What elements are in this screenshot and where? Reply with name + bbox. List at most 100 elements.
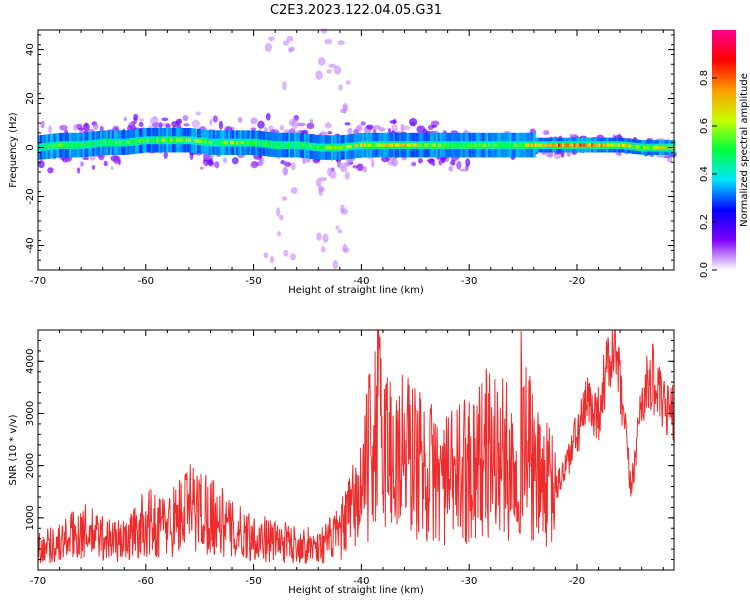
spectrogram-cell: [311, 145, 315, 149]
spectrogram-cell: [125, 140, 129, 145]
spectrogram-cell: [276, 207, 281, 217]
spectrogram-cell: [656, 145, 660, 150]
spectrogram-cell: [480, 143, 484, 147]
spectrogram-cell: [251, 140, 255, 145]
spectrogram-cell: [629, 144, 633, 148]
spectrogram-y-tick-label: 20: [25, 92, 36, 105]
spectrogram-cell: [82, 143, 86, 147]
spectrogram-cell: [93, 123, 99, 130]
spectrogram-cell: [354, 144, 358, 148]
spectrogram-cell: [152, 122, 161, 128]
spectrogram-cell: [411, 161, 417, 167]
spectrogram-cell: [383, 143, 387, 147]
spectrogram-cell: [317, 145, 321, 150]
spectrogram-cell: [45, 144, 49, 149]
spectrogram-cell: [204, 140, 208, 144]
spectrogram-x-tick-label: -70: [30, 276, 46, 287]
spectrogram-cell: [206, 140, 210, 144]
spectrogram-cell: [464, 143, 468, 147]
spectrogram-cell: [195, 111, 201, 116]
spectrogram-cell: [573, 143, 577, 147]
spectrogram-cell: [443, 143, 447, 147]
spectrogram-cell: [556, 143, 560, 147]
spectrogram-cell: [448, 165, 454, 172]
spectrogram-cell: [424, 143, 428, 147]
spectrogram-cell: [291, 162, 296, 171]
spectrogram-cell: [110, 166, 114, 170]
spectrogram-cell: [623, 143, 627, 148]
spectrogram-cell: [505, 143, 509, 147]
spectrogram-cell: [381, 143, 385, 147]
spectrogram-cell: [546, 143, 550, 147]
spectrogram-cell: [303, 144, 307, 148]
spectrogram-cell: [283, 161, 289, 166]
spectrogram-cell: [352, 164, 358, 169]
spectrogram-cell: [228, 140, 232, 145]
spectrogram-cell: [344, 122, 351, 126]
spectrogram-cell: [173, 138, 177, 142]
colorbar-tick-label: 0.4: [699, 166, 710, 182]
spectrogram-cell: [161, 117, 169, 122]
spectrogram-cell: [175, 118, 182, 125]
spectrogram-cell: [337, 40, 345, 46]
spectrogram-cell: [65, 143, 69, 147]
colorbar-ticks: 0.0 0.2 0.4 0.6 0.8: [699, 70, 717, 278]
spectrogram-cell: [392, 118, 397, 125]
spectrogram-y-tick-label: 0: [25, 144, 36, 150]
spectrogram-cell: [366, 124, 374, 130]
spectrogram-cell: [263, 252, 269, 259]
spectrogram-cell: [286, 143, 290, 147]
spectrogram-cell: [107, 140, 111, 145]
spectrogram-cell: [138, 121, 144, 128]
spectrogram-cell: [519, 143, 523, 147]
spectrogram-cell: [649, 145, 653, 150]
spectrogram-cell: [332, 145, 336, 150]
spectrogram-cell: [218, 140, 222, 145]
spectrogram-cell: [410, 143, 414, 147]
spectrogram-cell: [635, 145, 639, 149]
colorbar-tick-label: 0.6: [699, 118, 710, 134]
spectrogram-cell: [47, 167, 54, 174]
spectrogram-cell: [324, 122, 332, 129]
spectrogram-cell: [429, 143, 433, 147]
spectrogram-cell: [202, 140, 206, 144]
spectrogram-cell: [127, 140, 131, 145]
spectrogram-cell: [216, 140, 220, 145]
spectrogram-cell: [189, 138, 193, 142]
spectrogram-cell: [296, 143, 300, 147]
spectrogram-cell: [278, 143, 282, 147]
spectrogram-cell: [316, 232, 322, 241]
spectrogram-cell: [263, 142, 267, 146]
spectrogram-cell: [517, 143, 521, 147]
spectrogram-cell: [131, 140, 135, 144]
spectrogram-cell: [337, 229, 343, 234]
spectrogram-cell: [237, 116, 243, 124]
spectrogram-cell: [445, 143, 449, 147]
spectrogram-cell: [608, 143, 612, 147]
spectrogram-cell: [282, 166, 288, 176]
spectrogram-cell: [385, 143, 389, 147]
spectrogram-cell: [113, 155, 121, 165]
spectrogram-cell: [400, 143, 404, 147]
spectrogram-cell: [287, 47, 293, 53]
spectrogram-cell: [92, 142, 96, 146]
spectrogram-cell: [222, 140, 226, 145]
snr-x-tick-label: -30: [461, 576, 477, 587]
spectrogram-cell: [84, 142, 88, 147]
spectrogram-cell: [169, 138, 173, 142]
spectrogram-cell: [82, 157, 90, 161]
spectrogram-cell: [105, 140, 109, 145]
spectrogram-cell: [441, 143, 445, 147]
colorbar: 0.0 0.2 0.4 0.6 0.8 Normalized spectral ampl…: [699, 30, 750, 278]
snr-panel: -70 -60 -50 -40 -30 -20 1000 2000 3000 4000 Heigh…: [8, 329, 675, 596]
spectrogram-cell: [449, 143, 453, 147]
spectrogram-cell: [645, 145, 649, 150]
spectrogram-cell: [391, 157, 398, 167]
spectrogram-cell: [346, 145, 350, 149]
spectrogram-cell: [166, 138, 170, 142]
spectrogram-cell: [395, 143, 399, 147]
spectrogram-cell: [379, 143, 383, 147]
spectrogram-cell: [416, 143, 420, 147]
spectrogram-cell: [313, 145, 317, 149]
spectrogram-cell: [208, 157, 214, 167]
